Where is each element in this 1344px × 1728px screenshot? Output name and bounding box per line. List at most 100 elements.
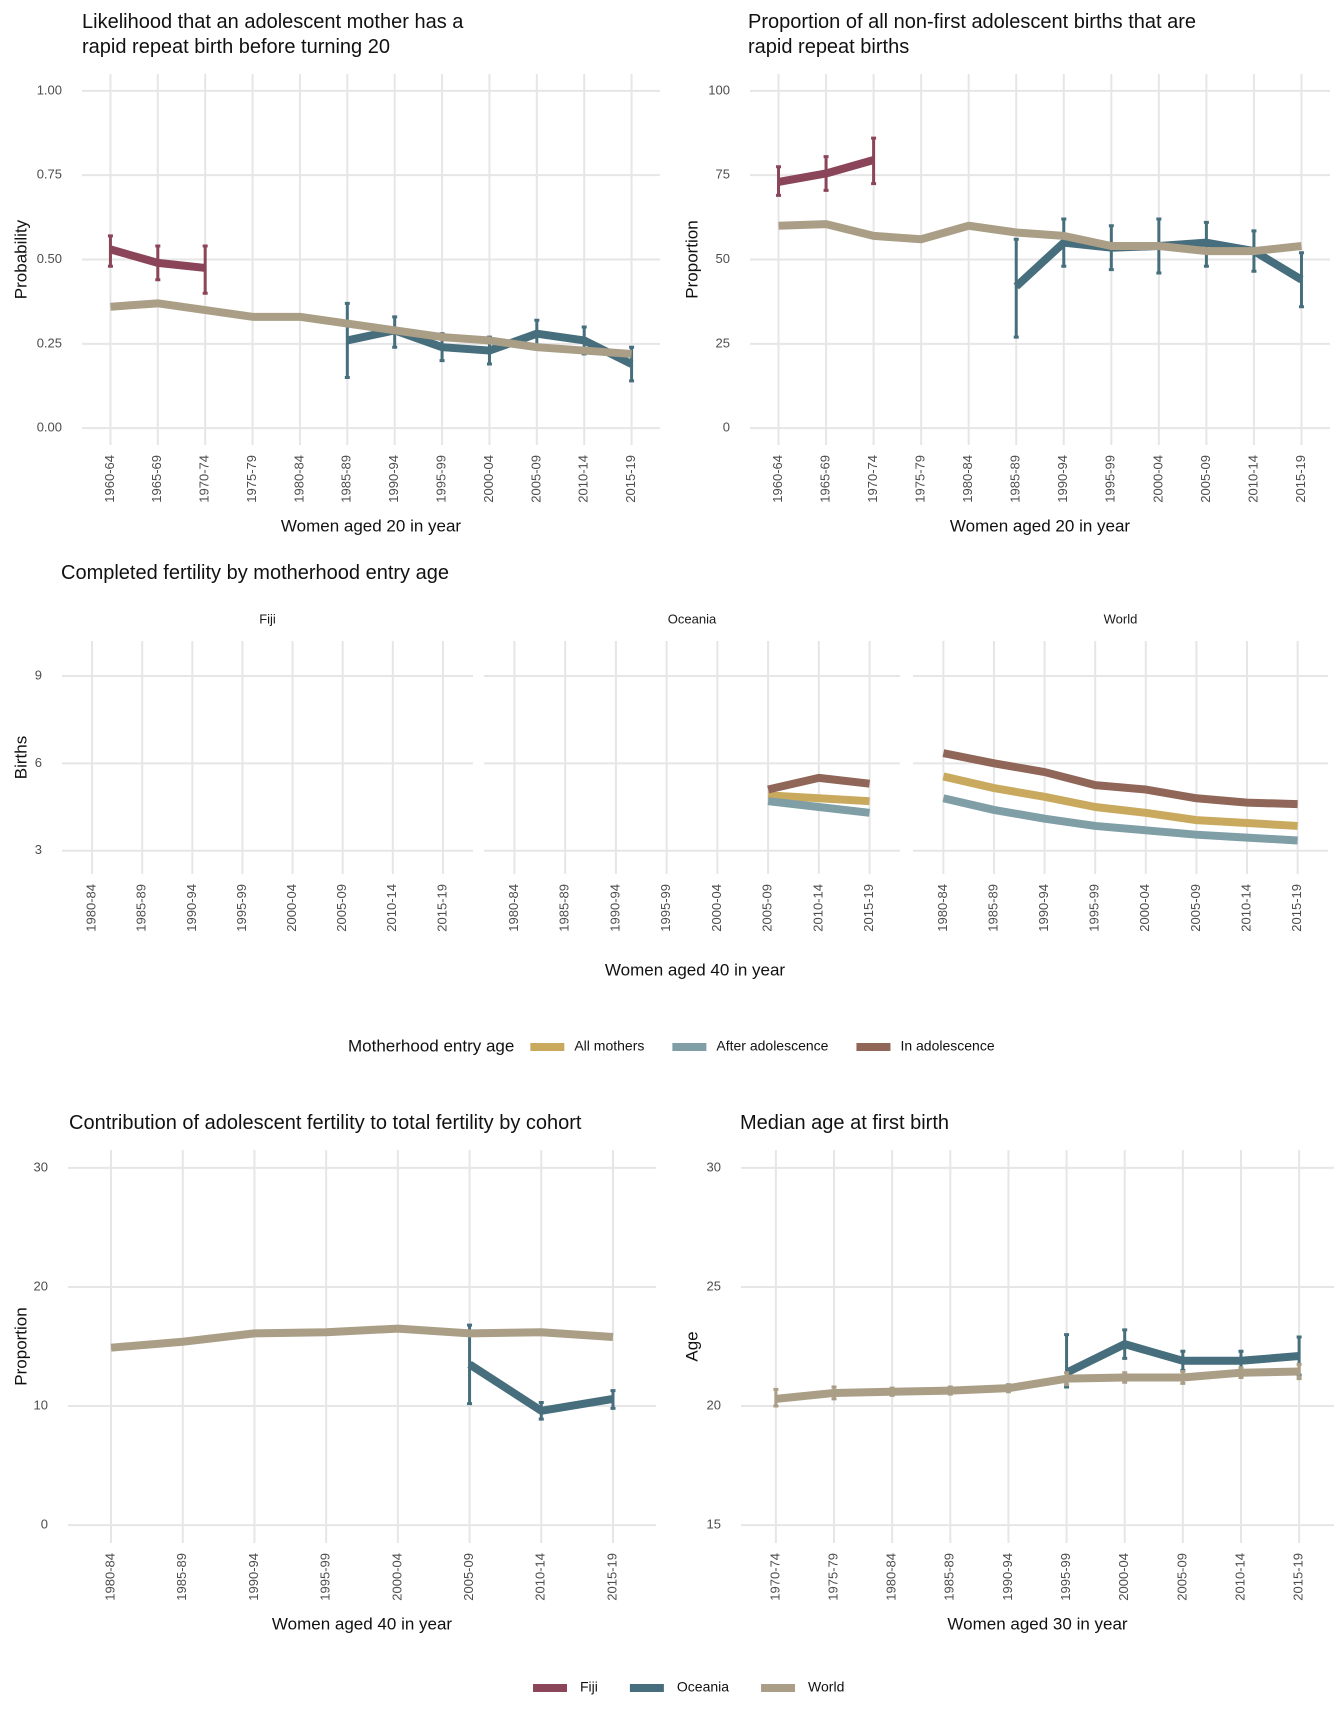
x-tick-label: 2010-14 xyxy=(576,455,591,503)
x-axis-title: Women aged 40 in year xyxy=(272,1614,453,1633)
x-tick-label: 1980-84 xyxy=(935,884,950,932)
error-bar xyxy=(1013,237,1019,339)
x-tick-label: 1995-99 xyxy=(658,884,673,932)
x-tick-label: 1990-94 xyxy=(607,884,622,932)
x-tick-label: 2000-04 xyxy=(1150,455,1165,503)
x-tick-label: 1980-84 xyxy=(960,455,975,503)
y-tick-label: 15 xyxy=(707,1517,721,1532)
x-tick-label: 1980-84 xyxy=(102,1553,117,1601)
y-tick-label: 25 xyxy=(716,335,730,350)
chart-title: Median age at first birth xyxy=(740,1112,949,1134)
x-tick-label: 1980-84 xyxy=(884,1553,899,1601)
x-tick-label: 2000-04 xyxy=(284,884,299,932)
x-tick-label: 2010-14 xyxy=(1245,455,1260,503)
x-tick-label: 2015-19 xyxy=(434,884,449,932)
y-tick-label: 9 xyxy=(35,667,42,682)
chart-title: Likelihood that an adolescent mother has… xyxy=(82,11,464,58)
error-bar xyxy=(1296,1362,1302,1381)
error-bar xyxy=(1298,251,1304,309)
x-tick-label: 1975-79 xyxy=(244,455,259,503)
x-tick-label: 2005-09 xyxy=(334,884,349,932)
x-tick-label: 1990-94 xyxy=(1055,455,1070,503)
error-bar xyxy=(831,1385,837,1401)
x-tick-label: 2010-14 xyxy=(533,1553,548,1601)
x-tick-label: 1985-89 xyxy=(985,884,1000,932)
x-tick-label: 2010-14 xyxy=(810,884,825,932)
error-bar xyxy=(823,155,829,192)
y-axis-title: Births xyxy=(11,736,30,779)
x-tick-label: 1990-94 xyxy=(246,1553,261,1601)
error-bar xyxy=(889,1386,895,1397)
x-tick-label: 1985-89 xyxy=(339,455,354,503)
error-bar xyxy=(1122,1371,1128,1384)
facet-label: Fiji xyxy=(259,611,276,626)
facet-label: World xyxy=(1104,611,1138,626)
x-tick-label: 2000-04 xyxy=(1137,884,1152,932)
series-line xyxy=(942,794,1298,845)
x-tick-label: 2015-19 xyxy=(1293,455,1308,503)
error-bar xyxy=(155,244,161,282)
x-tick-label: 2010-14 xyxy=(384,884,399,932)
x-tick-label: 1970-74 xyxy=(767,1553,782,1601)
x-tick-label: 1985-89 xyxy=(557,884,572,932)
x-tick-label: 2000-04 xyxy=(481,455,496,503)
error-bar xyxy=(1238,1366,1244,1379)
y-tick-label: 20 xyxy=(34,1278,48,1293)
x-tick-label: 2015-19 xyxy=(604,1553,619,1601)
x-tick-label: 1990-94 xyxy=(1036,884,1051,932)
x-tick-label: 2000-04 xyxy=(389,1553,404,1601)
series-line xyxy=(775,1367,1300,1403)
error-bar xyxy=(1180,1370,1186,1385)
y-tick-label: 6 xyxy=(35,755,42,770)
x-tick-label: 1960-64 xyxy=(102,455,117,503)
x-tick-label: 1985-89 xyxy=(942,1553,957,1601)
error-bar xyxy=(776,165,782,197)
y-tick-label: 0.50 xyxy=(37,251,62,266)
series-line xyxy=(110,1324,614,1352)
legend-title: Motherhood entry age xyxy=(348,1036,514,1055)
x-tick-label: 2005-09 xyxy=(528,455,543,503)
error-bar xyxy=(1061,217,1067,268)
error-bar xyxy=(610,1389,616,1410)
facet-label: Oceania xyxy=(668,611,717,626)
x-tick-label: 1975-79 xyxy=(825,1553,840,1601)
y-tick-label: 20 xyxy=(707,1397,721,1412)
x-tick-label: 1960-64 xyxy=(770,455,785,503)
series-line xyxy=(767,791,870,806)
y-tick-label: 3 xyxy=(35,842,42,857)
legend-label: Fiji xyxy=(580,1679,598,1695)
x-tick-label: 2005-09 xyxy=(1174,1553,1189,1601)
y-tick-label: 30 xyxy=(707,1159,721,1174)
x-tick-label: 1970-74 xyxy=(865,455,880,503)
x-tick-label: 1980-84 xyxy=(84,884,99,932)
x-tick-label: 2015-19 xyxy=(1291,1553,1306,1601)
y-tick-label: 30 xyxy=(34,1159,48,1174)
legend-label: Oceania xyxy=(677,1679,729,1695)
x-axis-title: Women aged 30 in year xyxy=(947,1614,1128,1633)
x-tick-label: 1995-99 xyxy=(1103,455,1118,503)
x-tick-label: 1985-89 xyxy=(174,1553,189,1601)
x-tick-label: 1990-94 xyxy=(184,884,199,932)
y-axis-title: Proportion xyxy=(682,220,701,298)
error-bar xyxy=(871,136,877,186)
y-tick-label: 1.00 xyxy=(37,82,62,97)
error-bar xyxy=(107,234,113,268)
y-tick-label: 100 xyxy=(708,82,730,97)
error-bar xyxy=(1005,1383,1011,1394)
x-tick-label: 2000-04 xyxy=(709,884,724,932)
error-bar xyxy=(1122,1328,1128,1360)
x-tick-label: 1995-99 xyxy=(318,1553,333,1601)
y-axis-title: Proportion xyxy=(11,1307,30,1385)
x-tick-label: 1980-84 xyxy=(506,884,521,932)
series-line xyxy=(942,749,1298,809)
x-tick-label: 1985-89 xyxy=(134,884,149,932)
legend-label: All mothers xyxy=(574,1038,644,1054)
y-tick-label: 0.00 xyxy=(37,420,62,435)
x-tick-label: 2005-09 xyxy=(1198,455,1213,503)
x-tick-label: 1980-84 xyxy=(291,455,306,503)
chart-title: Proportion of all non-first adolescent b… xyxy=(748,11,1197,58)
y-tick-label: 0 xyxy=(723,420,730,435)
y-tick-label: 0.25 xyxy=(37,335,62,350)
